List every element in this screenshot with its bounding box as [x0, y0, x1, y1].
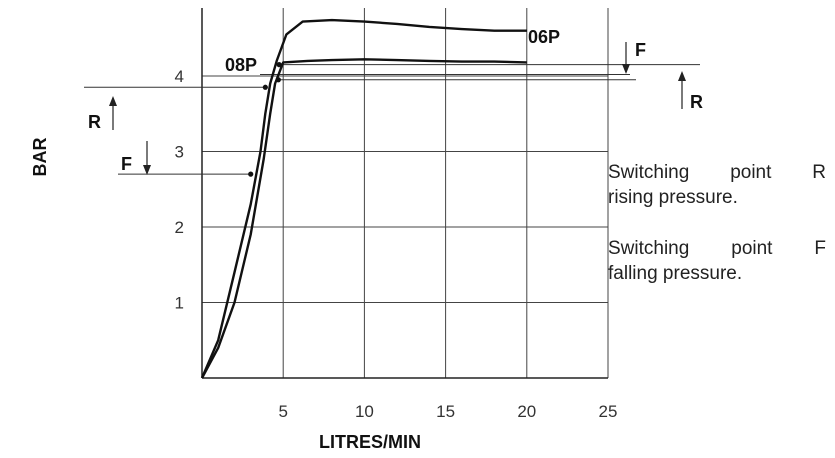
x-tick-label-20: 20: [517, 402, 536, 421]
series-line-08p: [200, 58, 527, 379]
x-tick-label-25: 25: [599, 402, 618, 421]
annotation-left-f: F: [121, 154, 132, 174]
x-axis-title: LITRES/MIN: [319, 432, 421, 452]
y-tick-label-3: 3: [175, 142, 184, 161]
y-tick-labels: 1 2 3 4: [175, 67, 184, 313]
note-falling-line-2: falling pressure.: [608, 263, 743, 284]
note-rising-word-3: R: [812, 162, 826, 183]
annotation-left-r: R: [88, 112, 101, 132]
switching-point-r-1: [262, 84, 268, 90]
series-lines: [200, 18, 527, 379]
note-falling-word-2: point: [731, 238, 773, 259]
switching-point-f-0: [248, 171, 254, 177]
note-rising-word-1: Switching: [608, 162, 690, 183]
switching-reference-lines: [84, 64, 700, 175]
note-rising-line-2: rising pressure.: [608, 187, 738, 208]
note-falling-pressure: Switching point F falling pressure.: [608, 236, 826, 286]
switching-point-r-2: [275, 77, 281, 83]
note-falling-word-3: F: [814, 238, 826, 259]
grid: [202, 8, 609, 378]
series-label-08p: 08P: [225, 55, 257, 75]
arrow-left-r-head: [109, 96, 117, 106]
y-tick-label-4: 4: [175, 67, 184, 86]
arrow-left-f-head: [143, 165, 151, 175]
y-axis-title: BAR: [30, 138, 50, 177]
series-label-06p: 06P: [528, 27, 560, 47]
arrow-right-f-head: [622, 64, 630, 74]
x-tick-labels: 5 10 15 20 25: [278, 402, 617, 421]
y-tick-label-1: 1: [175, 293, 184, 312]
annotation-right-r: R: [690, 92, 703, 112]
note-falling-word-1: Switching: [608, 238, 690, 259]
arrow-right-r-head: [678, 71, 686, 81]
x-tick-label-15: 15: [436, 402, 455, 421]
series-line-06p: [200, 18, 527, 379]
note-rising-pressure: Switching point R rising pressure.: [608, 160, 826, 210]
axes: [201, 8, 608, 379]
annotation-right-f: F: [635, 40, 646, 60]
switching-point-f-3: [276, 62, 282, 68]
x-tick-label-5: 5: [278, 402, 287, 421]
x-tick-label-10: 10: [355, 402, 374, 421]
switching-points: [248, 62, 282, 177]
y-tick-label-2: 2: [175, 218, 184, 237]
note-rising-word-2: point: [730, 162, 772, 183]
